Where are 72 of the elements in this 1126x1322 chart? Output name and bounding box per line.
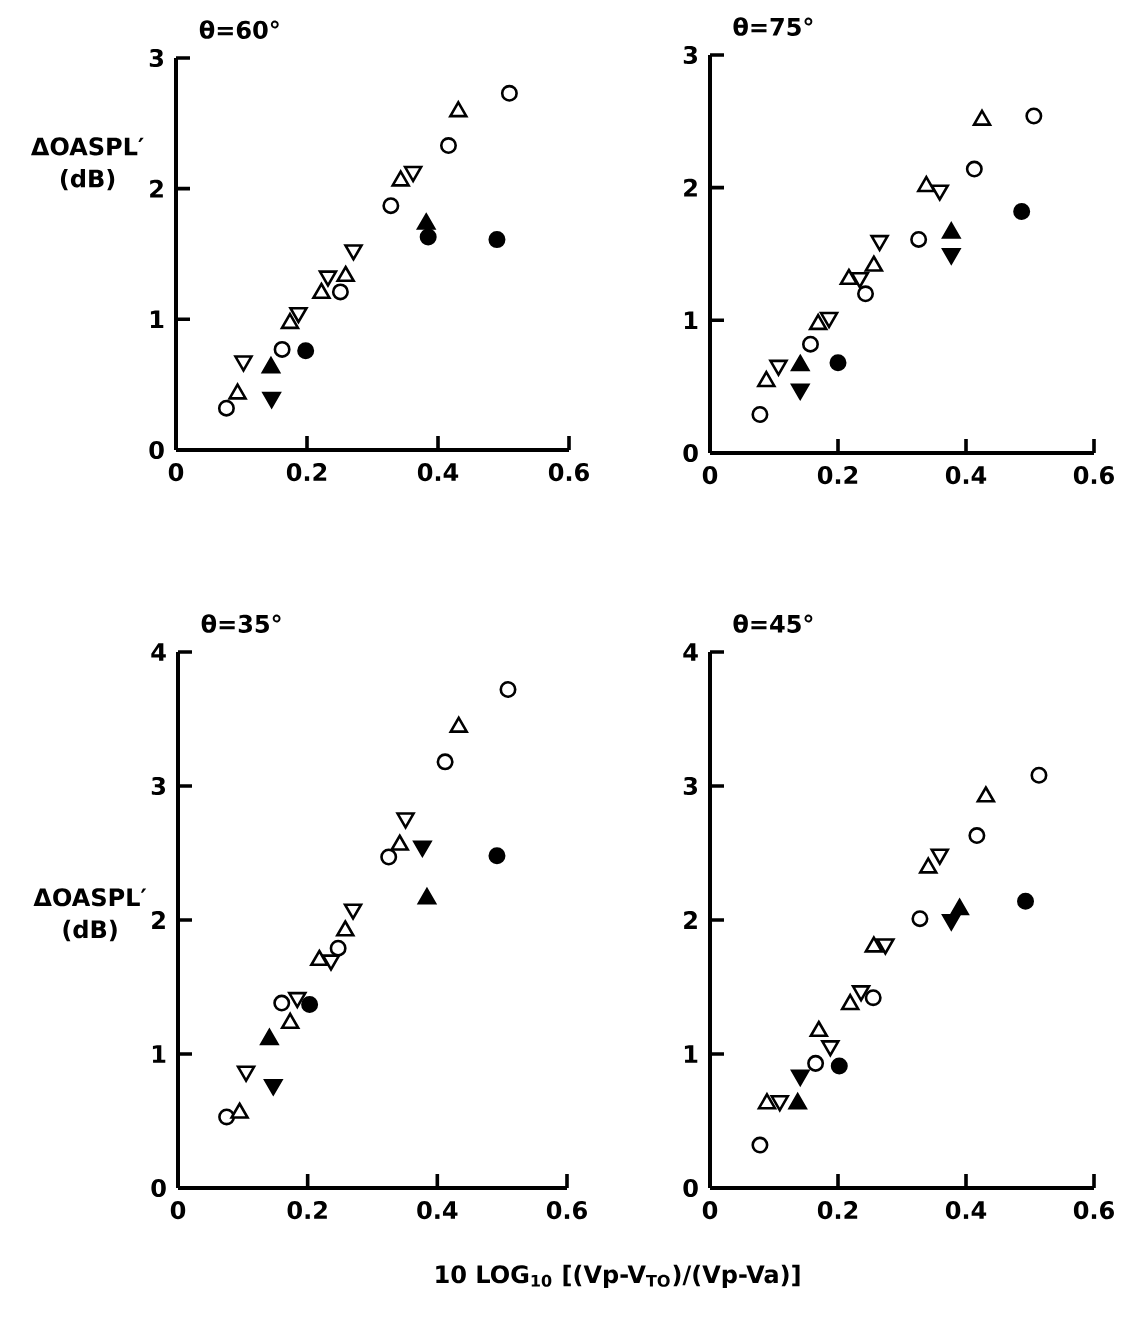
- point: [809, 1020, 829, 1038]
- point: [807, 1054, 825, 1072]
- point: [864, 936, 884, 953]
- point: [1017, 892, 1035, 910]
- y-tick-label: 2: [152, 911, 165, 929]
- x-tick-label: 0.6: [1073, 466, 1114, 485]
- point: [751, 1136, 769, 1154]
- chart-title: θ=35°: [201, 614, 281, 633]
- point: [1013, 203, 1031, 221]
- y-tick-label: 1: [684, 1045, 698, 1063]
- x-tick-label: 0.6: [1073, 1201, 1114, 1220]
- y-tick-label: 3: [683, 45, 698, 65]
- y-tick-label: 3: [151, 776, 166, 796]
- y-tick-label: 1: [684, 311, 698, 330]
- y-tick-label: 4: [151, 643, 166, 661]
- y-axis-title: ΔOASPL′ (dB): [33, 888, 147, 942]
- chart-title: θ=60°: [199, 20, 279, 39]
- point: [751, 406, 769, 424]
- point: [911, 910, 929, 928]
- x-tick-label: 0.4: [945, 466, 987, 485]
- point: [857, 285, 875, 303]
- point: [864, 989, 882, 1007]
- y-tick-label: 0: [151, 1178, 166, 1198]
- y-tick-label: 3: [683, 776, 698, 796]
- point: [769, 359, 788, 376]
- x-tick-label: 0: [702, 1201, 718, 1220]
- point: [1030, 766, 1048, 784]
- y-tick-label: 4: [683, 643, 698, 661]
- x-tick-label: 0.6: [548, 463, 589, 482]
- point: [1025, 107, 1043, 125]
- x-tick-label: 0.4: [945, 1201, 987, 1220]
- x-tick-label: 0: [170, 1201, 186, 1220]
- point: [870, 234, 889, 252]
- x-tick-label: 0: [702, 466, 718, 485]
- point: [942, 248, 961, 265]
- point: [801, 335, 819, 353]
- point: [840, 993, 860, 1011]
- x-tick-label: 0.2: [286, 463, 327, 482]
- point: [976, 786, 996, 803]
- x-tick-label: 0.4: [417, 1201, 458, 1220]
- point: [850, 271, 870, 289]
- point: [965, 160, 983, 178]
- y-axis-title: ΔOASPL′ (dB): [30, 137, 144, 191]
- y-tick-label: 3: [149, 48, 164, 68]
- y-tick-label: 0: [149, 440, 164, 460]
- x-tick-label: 0.6: [546, 1201, 587, 1220]
- y-tick-label: 0: [683, 443, 698, 463]
- y-tick-label: 2: [684, 911, 697, 929]
- point: [790, 383, 810, 400]
- point: [910, 230, 928, 248]
- point: [918, 857, 938, 874]
- y-tick-label: 1: [152, 1045, 166, 1063]
- point: [819, 311, 839, 329]
- x-tick-label: 0.2: [287, 1201, 327, 1220]
- x-tick-label: 0: [168, 463, 184, 482]
- x-tick-label: 0.2: [817, 1201, 858, 1220]
- chart-title: θ=75°: [733, 17, 813, 36]
- y-tick-label: 1: [150, 310, 164, 329]
- y-tick-label: 0: [683, 1178, 698, 1198]
- y-tick-label: 2: [150, 179, 163, 198]
- x-axis-title: 10 LOG$_{10}$ [(Vp-V$_{TO}$)/(Vp-Va)]: [436, 1264, 800, 1288]
- point: [930, 184, 950, 201]
- point: [788, 1093, 807, 1110]
- x-tick-label: 0.4: [417, 463, 459, 482]
- chart-title: θ=45°: [733, 614, 813, 633]
- y-tick-label: 2: [684, 178, 697, 197]
- point: [968, 827, 986, 845]
- point: [829, 354, 847, 372]
- point: [830, 1057, 848, 1075]
- point: [757, 1093, 777, 1110]
- x-tick-label: 0.2: [817, 466, 858, 485]
- point: [950, 898, 969, 916]
